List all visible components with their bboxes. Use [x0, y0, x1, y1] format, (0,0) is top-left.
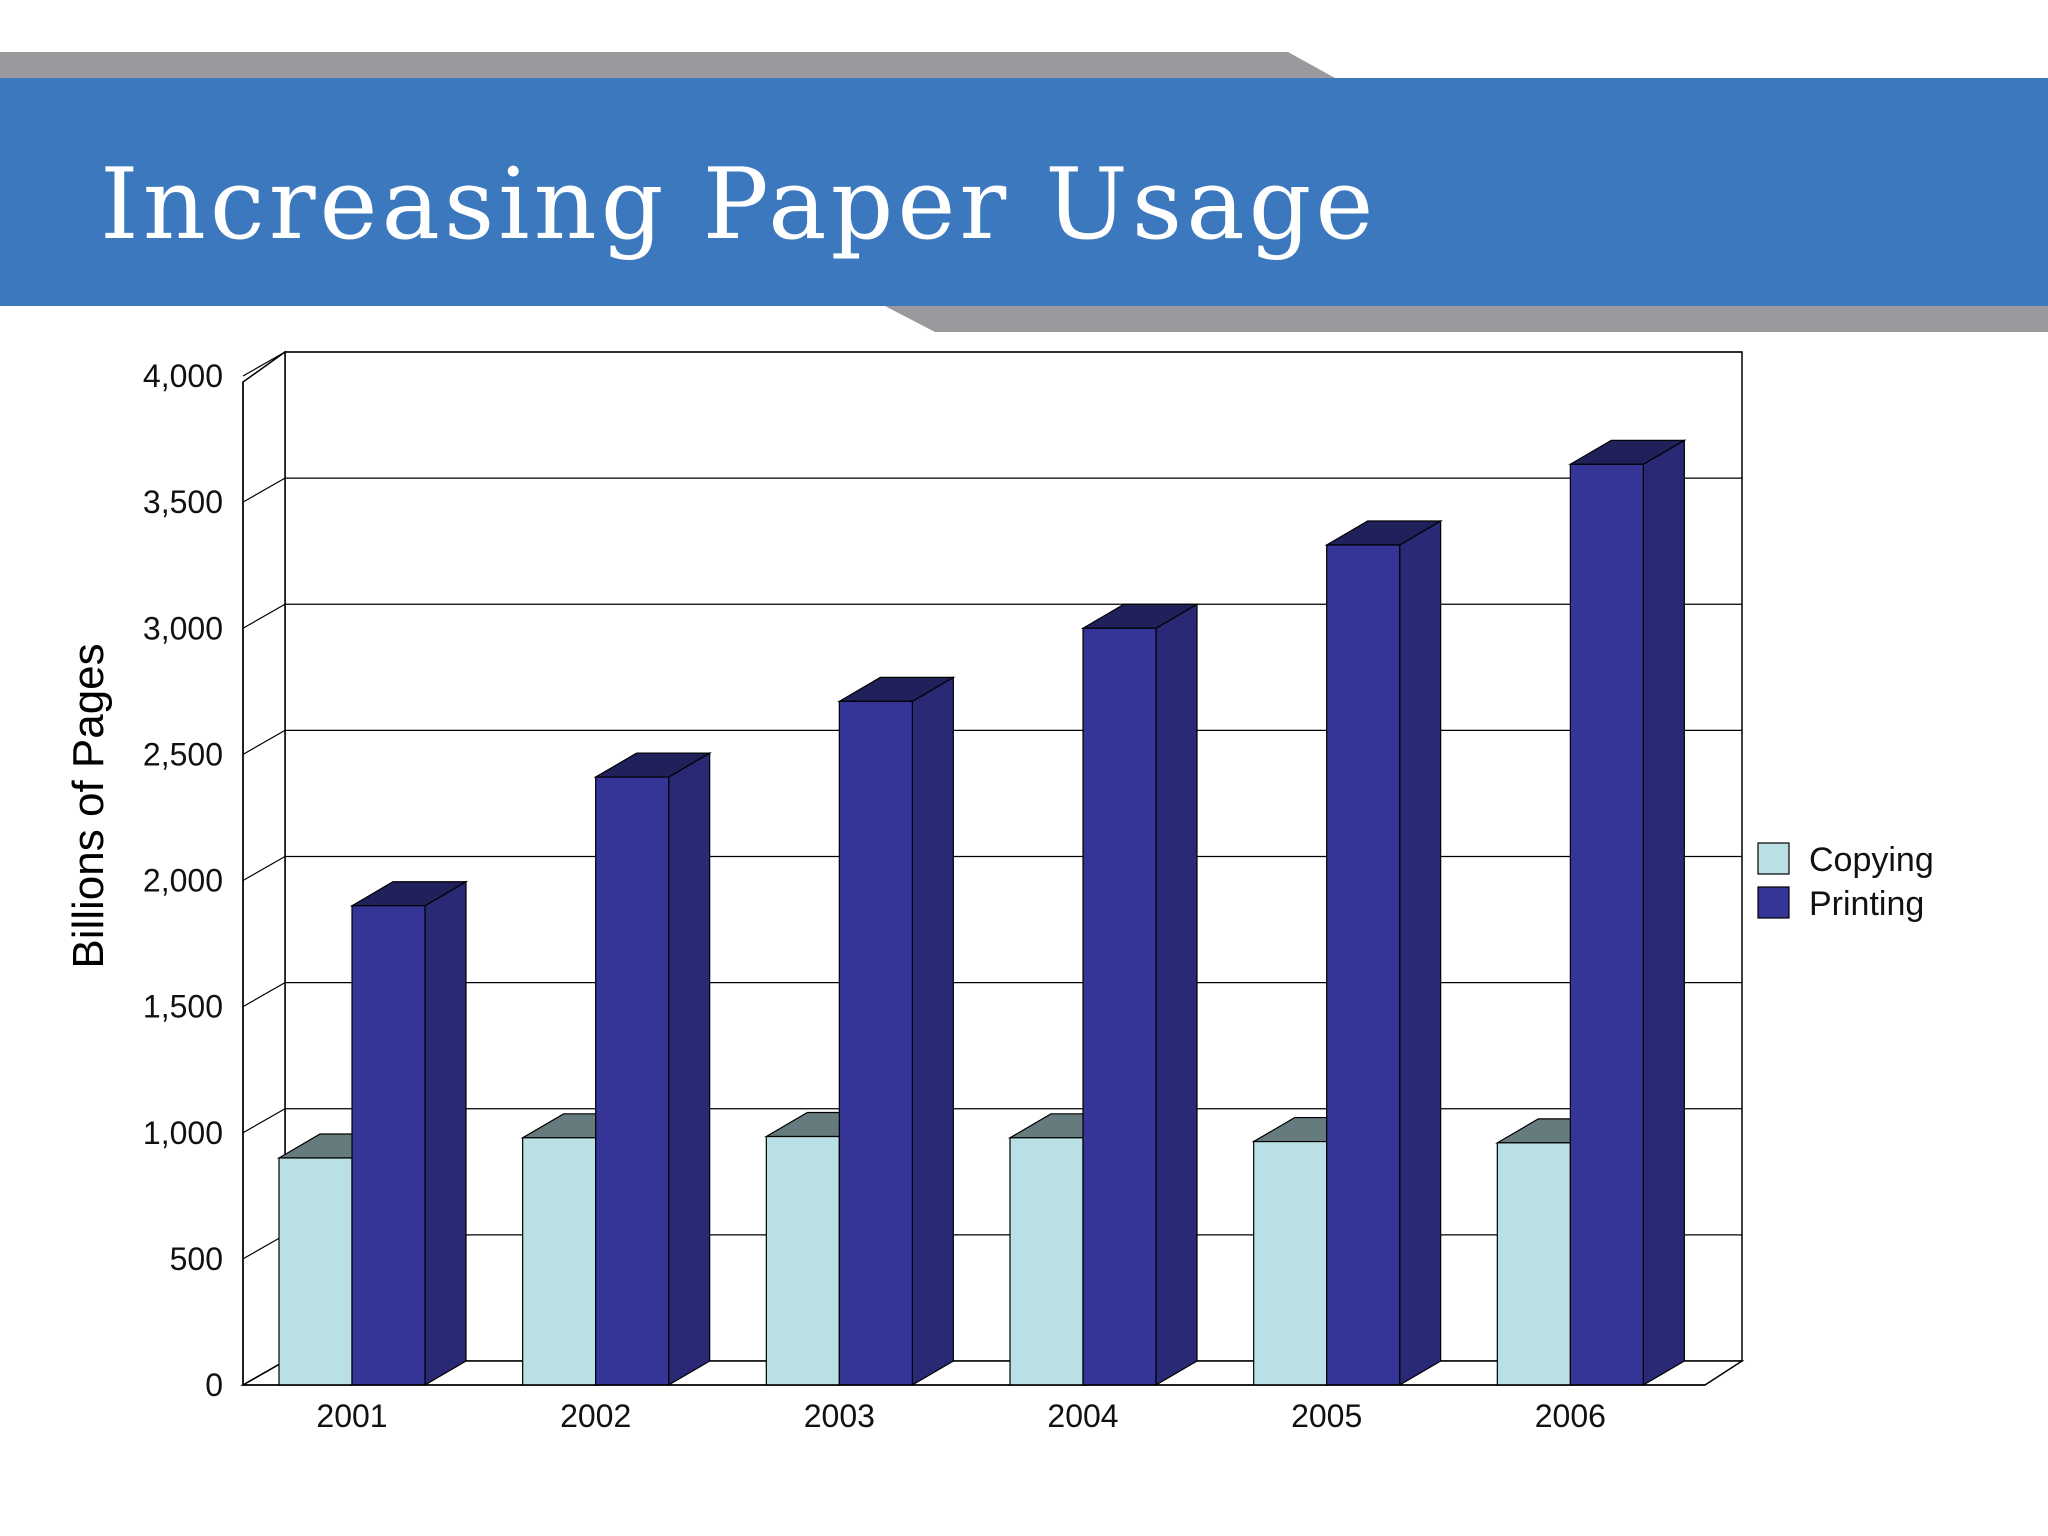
legend-label: Copying [1809, 841, 1934, 879]
bar-front [1009, 1137, 1084, 1386]
gridline-side [242, 982, 286, 1008]
bar-printing [1568, 439, 1687, 1387]
x-tick-label: 2002 [560, 1398, 631, 1434]
bar-front [1082, 627, 1157, 1386]
bar-side [1155, 603, 1198, 1387]
header-bottom-gray-stripe [885, 306, 2048, 332]
legend-label: Printing [1809, 885, 1924, 923]
gridline-side [242, 729, 286, 755]
y-axis: 0 500 1,000 1,500 2,000 2,500 3,000 3,500 4,000 [143, 358, 244, 1403]
legend-item-copying: Copying [1757, 841, 1934, 879]
bar-front [838, 700, 913, 1386]
bar-printing [1324, 519, 1443, 1387]
y-tick-label: 1,500 [143, 989, 223, 1025]
y-tick-label: 3,000 [143, 610, 223, 646]
x-axis: 2001 2002 2003 2004 2005 2006 [243, 1384, 1705, 1434]
bar-front [1326, 544, 1401, 1386]
bar-printing [837, 676, 956, 1387]
gridline-side [242, 351, 286, 377]
legend-swatch [1757, 842, 1790, 875]
bar-printing [349, 880, 469, 1387]
y-tick-label: 2,500 [143, 736, 223, 772]
bar-front [765, 1135, 840, 1386]
legend: Copying Printing [1757, 841, 1934, 923]
y-tick-label: 500 [170, 1241, 223, 1277]
y-tick-label: 0 [205, 1367, 223, 1403]
header-banner [0, 52, 2048, 332]
bar-front [278, 1157, 353, 1386]
y-tick-label: 3,500 [143, 484, 223, 520]
gridline-side [242, 1234, 286, 1260]
x-tick-label: 2001 [316, 1398, 387, 1434]
bar-front [595, 776, 670, 1386]
header-top-gray-stripe [0, 52, 1335, 78]
bar-side [1642, 439, 1685, 1387]
bar-side [424, 880, 467, 1387]
bar-side [668, 752, 711, 1387]
bar-front [522, 1137, 597, 1386]
y-tick-label: 1,000 [143, 1115, 223, 1151]
gridline-side [242, 477, 286, 503]
y-tick-label: 2,000 [143, 863, 223, 899]
bar-side [911, 676, 954, 1387]
gridline-side [242, 855, 286, 882]
header-blue-band [0, 78, 2048, 306]
x-tick-label: 2003 [804, 1398, 875, 1434]
bar-printing [593, 752, 712, 1387]
x-tick-label: 2005 [1291, 1398, 1362, 1434]
bar-printing [1080, 603, 1200, 1387]
legend-swatch [1757, 886, 1790, 919]
gridline-side [242, 603, 286, 629]
gridline-side [242, 1360, 286, 1386]
bar-front [351, 905, 426, 1386]
bar-front [1569, 463, 1644, 1386]
slide-title: Increasing Paper Usage [100, 148, 1378, 262]
bar-front [1496, 1142, 1571, 1386]
slide-header: Increasing Paper Usage [0, 0, 2048, 340]
y-axis-label: Billions of Pages [64, 643, 113, 968]
bars [276, 439, 1687, 1387]
bar-side [1399, 519, 1442, 1387]
x-tick-label: 2004 [1047, 1398, 1118, 1434]
x-tick-label: 2006 [1535, 1398, 1606, 1434]
y-tick-label: 4,000 [143, 358, 223, 394]
bar-front [1253, 1140, 1328, 1386]
legend-item-printing: Printing [1757, 885, 1924, 923]
gridline-side [242, 1108, 286, 1134]
